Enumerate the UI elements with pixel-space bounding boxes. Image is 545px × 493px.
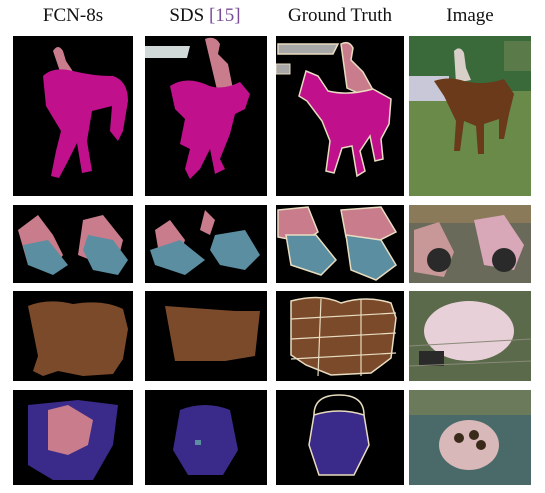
tile-fcn-motorcycles xyxy=(13,205,133,283)
tile-image-motorcycles xyxy=(409,205,531,283)
segmentation-sds-motorcycles xyxy=(150,210,260,275)
tile-gt-horse-rider xyxy=(276,36,404,196)
segmentation-sds-horse-rider xyxy=(145,37,250,179)
citation-ref: [15] xyxy=(208,5,241,26)
segmentation-gt-motorcycles xyxy=(277,206,398,281)
column-title-fcn: FCN-8s xyxy=(42,5,104,26)
tile-image-boat xyxy=(409,390,531,485)
segmentation-fcn-horse-rider xyxy=(43,47,128,178)
segmentation-gt-boat xyxy=(308,394,370,476)
segmentation-gt-horse-rider xyxy=(276,41,392,178)
segmentation-fcn-boat xyxy=(28,400,118,480)
column-header-row: FCN-8s SDS [15] Ground Truth Image xyxy=(0,0,545,32)
column-title-image: Image xyxy=(446,5,494,26)
segmentation-gt-sheep xyxy=(290,296,397,377)
tile-fcn-boat xyxy=(13,390,133,485)
column-title-ground-truth: Ground Truth xyxy=(288,5,392,26)
tile-sds-sheep xyxy=(145,291,267,381)
tile-gt-boat xyxy=(276,390,404,485)
photo-motorcycles xyxy=(409,205,531,283)
tile-gt-motorcycles xyxy=(276,205,404,283)
tile-sds-boat xyxy=(145,390,267,485)
tile-gt-sheep xyxy=(276,291,404,381)
photo-boat xyxy=(409,390,531,485)
segmentation-fcn-sheep xyxy=(28,301,128,376)
photo-sheep xyxy=(409,291,531,381)
tile-fcn-horse-rider xyxy=(13,36,133,196)
column-title-sds: SDS [15] xyxy=(169,5,241,26)
tile-sds-motorcycles xyxy=(145,205,267,283)
segmentation-sds-sheep xyxy=(165,306,260,361)
tile-image-horse-rider xyxy=(409,36,531,196)
photo-horse-rider xyxy=(409,36,531,196)
segmentation-fcn-motorcycles xyxy=(18,215,128,275)
segmentation-sds-boat xyxy=(173,405,238,475)
tile-fcn-sheep xyxy=(13,291,133,381)
tile-sds-horse-rider xyxy=(145,36,267,196)
tile-image-sheep xyxy=(409,291,531,381)
